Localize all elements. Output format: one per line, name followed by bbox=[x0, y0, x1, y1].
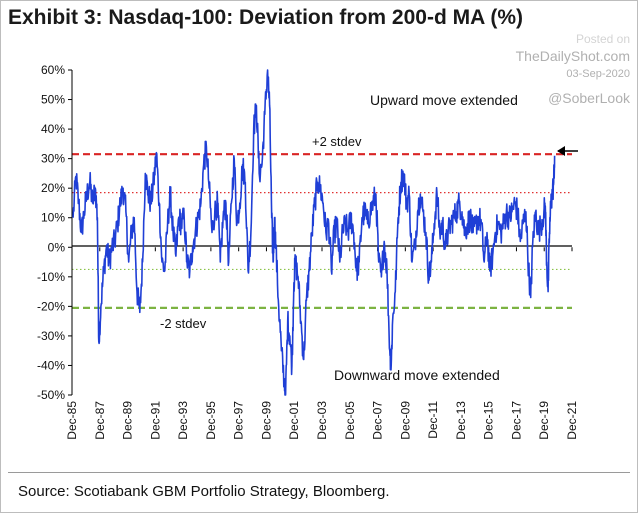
x-tick-label: Dec-87 bbox=[93, 401, 107, 440]
x-tick-label: Dec-11 bbox=[426, 401, 440, 439]
series-line-0 bbox=[72, 69, 556, 396]
x-tick-label: Dec-95 bbox=[204, 401, 218, 440]
annotation-minus2: -2 stdev bbox=[160, 316, 207, 331]
x-tick-label: Dec-15 bbox=[482, 401, 496, 440]
x-tick-label: Dec-21 bbox=[565, 401, 579, 440]
annotations: +2 stdev -2 stdev Upward move extended D… bbox=[160, 92, 578, 383]
watermark-posted: Posted on bbox=[575, 32, 630, 46]
series bbox=[72, 69, 556, 396]
x-tick-label: Dec-91 bbox=[148, 401, 162, 440]
annotation-plus2: +2 stdev bbox=[312, 134, 362, 149]
annotation-downward: Downward move extended bbox=[334, 367, 500, 383]
y-tick-label: -10% bbox=[37, 270, 65, 284]
y-tick-label: 20% bbox=[41, 181, 65, 195]
chart-title: Exhibit 3: Nasdaq-100: Deviation from 20… bbox=[8, 6, 523, 29]
x-tick-label: Dec-89 bbox=[121, 401, 135, 440]
y-tick-label: 40% bbox=[41, 122, 65, 136]
x-tick-label: Dec-13 bbox=[454, 401, 468, 440]
x-tick-label: Dec-07 bbox=[371, 401, 385, 440]
y-tick-label: 30% bbox=[41, 152, 65, 166]
x-tick-label: Dec-01 bbox=[287, 401, 301, 440]
x-tick-label: Dec-19 bbox=[537, 401, 551, 440]
x-tick-label: Dec-17 bbox=[509, 401, 523, 440]
x-tick-label: Dec-99 bbox=[259, 401, 273, 440]
annotation-upward: Upward move extended bbox=[370, 92, 518, 108]
x-tick-label: Dec-85 bbox=[65, 401, 79, 440]
x-tick-label: Dec-09 bbox=[398, 401, 412, 440]
watermark: Posted on TheDailyShot.com 03-Sep-2020 @… bbox=[516, 32, 630, 106]
y-tick-label: -30% bbox=[37, 329, 65, 343]
y-tick-label: 60% bbox=[41, 63, 65, 77]
watermark-date: 03-Sep-2020 bbox=[566, 68, 630, 80]
x-ticks: Dec-85 Dec-87 Dec-89 Dec-91 Dec-93 Dec-95 Dec-… bbox=[65, 247, 579, 440]
x-tick-label: Dec-03 bbox=[315, 401, 329, 440]
x-tick-label: Dec-93 bbox=[176, 401, 190, 440]
reference-lines bbox=[72, 153, 572, 309]
x-tick-label: Dec-97 bbox=[232, 401, 246, 440]
x-tick-label: Dec-05 bbox=[343, 401, 357, 440]
y-ticks: -50% -40% -30% -20% -10% 0% 10% 20% 30% 40% 50% 60% bbox=[37, 63, 72, 402]
y-tick-label: -20% bbox=[37, 299, 65, 313]
y-tick-label: -40% bbox=[37, 358, 65, 372]
arrow-icon bbox=[557, 146, 578, 156]
y-tick-label: 0% bbox=[48, 240, 66, 254]
watermark-handle: @SoberLook bbox=[548, 90, 630, 106]
y-tick-label: -50% bbox=[37, 388, 65, 402]
y-tick-label: 50% bbox=[41, 93, 65, 107]
y-tick-label: 10% bbox=[41, 211, 65, 225]
source-note: Source: Scotiabank GBM Portfolio Strateg… bbox=[18, 483, 390, 500]
source-divider bbox=[8, 472, 630, 473]
watermark-site: TheDailyShot.com bbox=[515, 48, 630, 64]
